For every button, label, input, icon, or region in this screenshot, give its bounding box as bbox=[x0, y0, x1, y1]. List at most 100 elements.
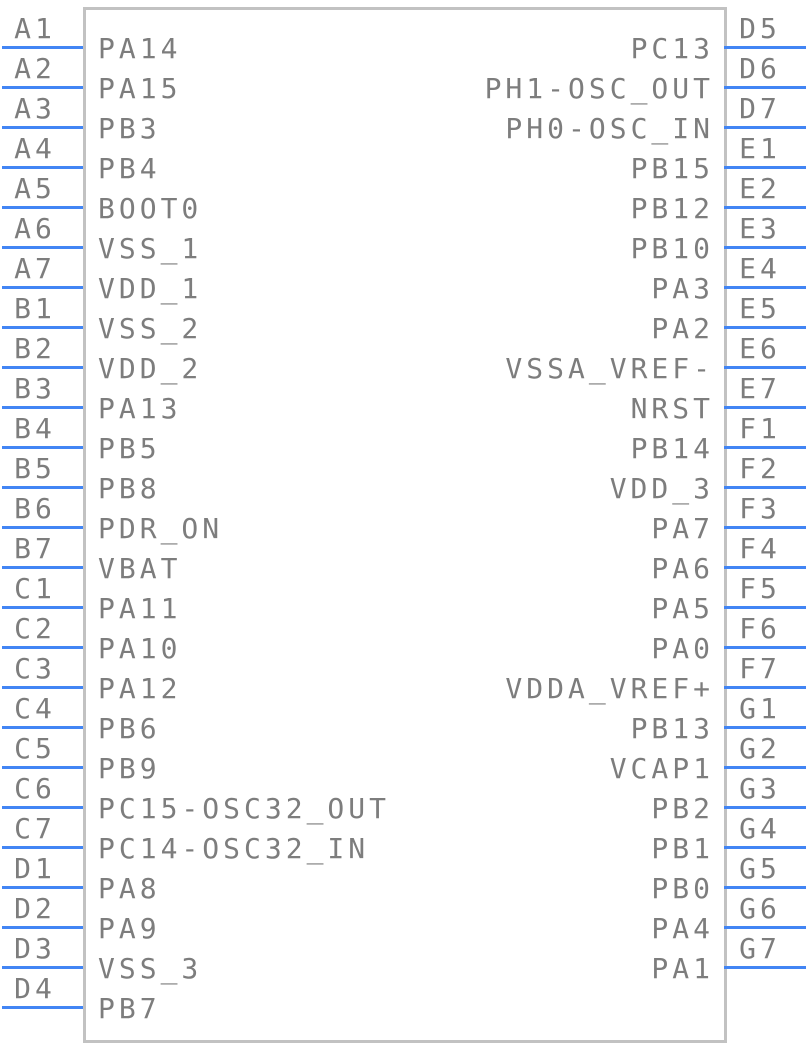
pin-number-label: E3 bbox=[739, 212, 781, 245]
pin-line bbox=[724, 926, 806, 929]
pin-line bbox=[724, 726, 806, 729]
pin-number-label: G5 bbox=[739, 852, 781, 885]
pin-line bbox=[724, 446, 806, 449]
pin-name-label: PH0-OSC_IN bbox=[505, 112, 714, 145]
pin-name-label: PB4 bbox=[98, 152, 161, 185]
pin-line bbox=[724, 486, 806, 489]
pin-line bbox=[2, 726, 83, 729]
pin-number-label: E1 bbox=[739, 132, 781, 165]
pin-line bbox=[724, 366, 806, 369]
pin-number-label: E7 bbox=[739, 372, 781, 405]
pin-name-label: PA5 bbox=[651, 592, 714, 625]
pin-name-label: VSS_1 bbox=[98, 232, 203, 265]
pin-line bbox=[724, 206, 806, 209]
pin-name-label: PA0 bbox=[651, 632, 714, 665]
pin-number-label: G4 bbox=[739, 812, 781, 845]
pin-number-label: F7 bbox=[739, 652, 781, 685]
pin-name-label: PA8 bbox=[98, 872, 161, 905]
pin-line bbox=[2, 806, 83, 809]
pin-number-label: D5 bbox=[739, 12, 781, 45]
pin-line bbox=[2, 566, 83, 569]
pin-name-label: PC15-OSC32_OUT bbox=[98, 792, 391, 825]
pin-name-label: PB12 bbox=[630, 192, 714, 225]
pin-name-label: PH1-OSC_OUT bbox=[484, 72, 714, 105]
pin-name-label: VSS_3 bbox=[98, 952, 203, 985]
pin-line bbox=[2, 686, 83, 689]
pin-line bbox=[2, 46, 83, 49]
pin-line bbox=[2, 606, 83, 609]
pin-number-label: A4 bbox=[14, 132, 56, 165]
pin-name-label: PA7 bbox=[651, 512, 714, 545]
pin-line bbox=[2, 246, 83, 249]
pin-name-label: PB0 bbox=[651, 872, 714, 905]
pin-line bbox=[724, 286, 806, 289]
pin-number-label: B4 bbox=[14, 412, 56, 445]
pin-name-label: VDDA_VREF+ bbox=[505, 672, 714, 705]
pin-number-label: F4 bbox=[739, 532, 781, 565]
pin-line bbox=[2, 286, 83, 289]
pin-line bbox=[724, 86, 806, 89]
pin-line bbox=[724, 806, 806, 809]
pin-line bbox=[2, 926, 83, 929]
pin-number-label: G1 bbox=[739, 692, 781, 725]
pin-name-label: PB8 bbox=[98, 472, 161, 505]
pin-name-label: VCAP1 bbox=[609, 752, 714, 785]
pin-name-label: PA9 bbox=[98, 912, 161, 945]
pin-number-label: C4 bbox=[14, 692, 56, 725]
pin-line bbox=[724, 566, 806, 569]
pin-line bbox=[2, 326, 83, 329]
pin-name-label: PA15 bbox=[98, 72, 182, 105]
pin-number-label: C2 bbox=[14, 612, 56, 645]
pin-number-label: D3 bbox=[14, 932, 56, 965]
pin-line bbox=[724, 886, 806, 889]
pin-number-label: B6 bbox=[14, 492, 56, 525]
pin-line bbox=[724, 126, 806, 129]
pin-number-label: G6 bbox=[739, 892, 781, 925]
pin-line bbox=[724, 246, 806, 249]
pin-number-label: D2 bbox=[14, 892, 56, 925]
pin-name-label: VSS_2 bbox=[98, 312, 203, 345]
pin-number-label: A2 bbox=[14, 52, 56, 85]
component-body bbox=[83, 7, 727, 1043]
pin-number-label: E6 bbox=[739, 332, 781, 365]
pin-line bbox=[2, 766, 83, 769]
pin-number-label: A5 bbox=[14, 172, 56, 205]
pin-name-label: PA13 bbox=[98, 392, 182, 425]
pin-name-label: PA6 bbox=[651, 552, 714, 585]
pin-line bbox=[724, 526, 806, 529]
pin-line bbox=[2, 846, 83, 849]
pin-number-label: A3 bbox=[14, 92, 56, 125]
pin-number-label: C6 bbox=[14, 772, 56, 805]
pin-line bbox=[2, 486, 83, 489]
pin-line bbox=[2, 126, 83, 129]
pin-line bbox=[2, 1006, 83, 1009]
pin-name-label: PB14 bbox=[630, 432, 714, 465]
pin-number-label: G2 bbox=[739, 732, 781, 765]
pin-line bbox=[724, 326, 806, 329]
pin-number-label: C7 bbox=[14, 812, 56, 845]
pin-number-label: E4 bbox=[739, 252, 781, 285]
pin-name-label: PC13 bbox=[630, 32, 714, 65]
pin-line bbox=[2, 206, 83, 209]
pin-number-label: A6 bbox=[14, 212, 56, 245]
pin-name-label: VDD_3 bbox=[609, 472, 714, 505]
pin-name-label: PB9 bbox=[98, 752, 161, 785]
pin-number-label: C1 bbox=[14, 572, 56, 605]
pin-name-label: PA11 bbox=[98, 592, 182, 625]
pin-line bbox=[724, 166, 806, 169]
pin-line bbox=[2, 886, 83, 889]
pin-line bbox=[2, 966, 83, 969]
pin-name-label: BOOT0 bbox=[98, 192, 203, 225]
pin-number-label: E2 bbox=[739, 172, 781, 205]
pin-line bbox=[2, 406, 83, 409]
pin-name-label: PA14 bbox=[98, 32, 182, 65]
pin-number-label: B5 bbox=[14, 452, 56, 485]
pin-number-label: D4 bbox=[14, 972, 56, 1005]
pin-name-label: PC14-OSC32_IN bbox=[98, 832, 370, 865]
pin-name-label: PB10 bbox=[630, 232, 714, 265]
pin-name-label: NRST bbox=[630, 392, 714, 425]
pin-line bbox=[724, 646, 806, 649]
pin-name-label: PB2 bbox=[651, 792, 714, 825]
pin-number-label: G3 bbox=[739, 772, 781, 805]
pin-number-label: B2 bbox=[14, 332, 56, 365]
